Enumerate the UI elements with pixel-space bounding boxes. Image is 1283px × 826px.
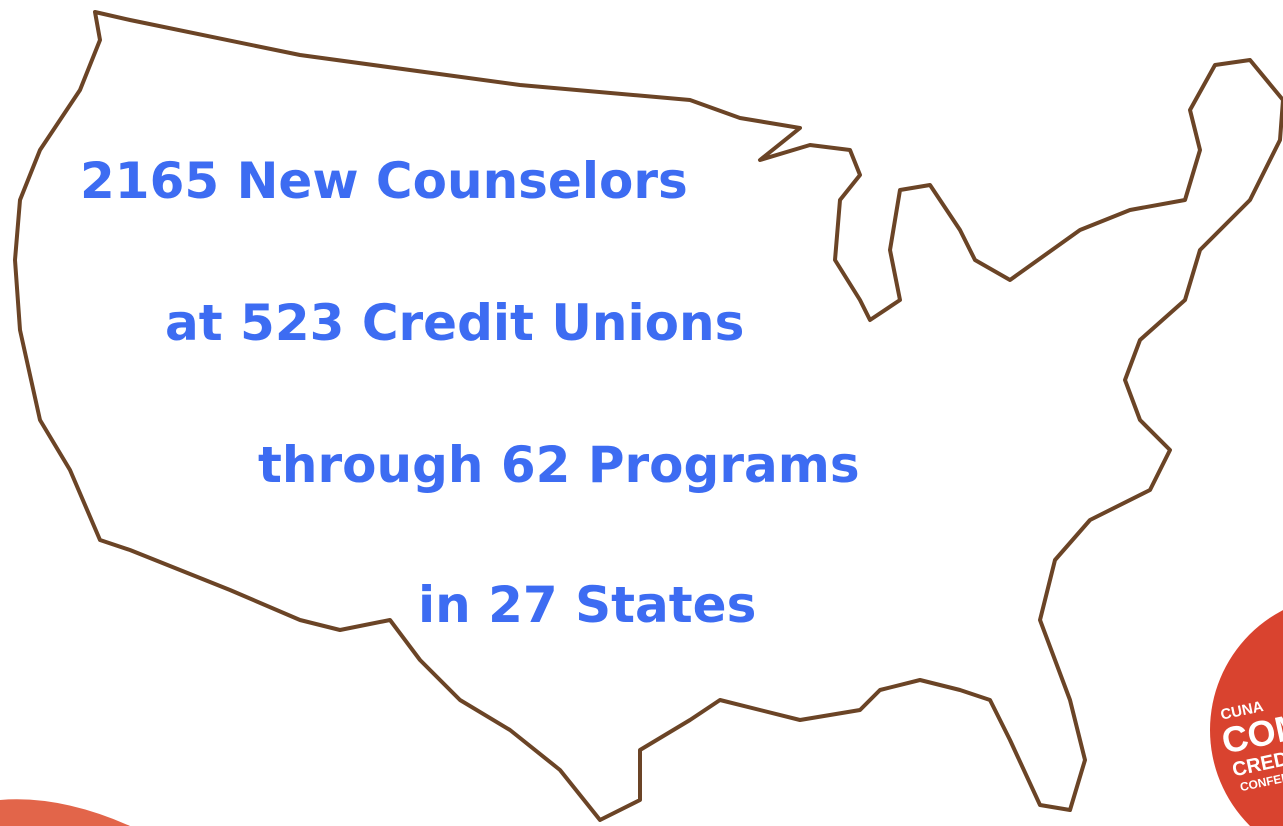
logo-circle (1210, 610, 1283, 826)
stat-line: 2165 New Counselors (80, 152, 688, 210)
stat-line: in 27 States (418, 576, 756, 634)
stat-line: at 523 Credit Unions (165, 294, 744, 352)
logo: CUNA COMM CREDIT U CONFER (1210, 610, 1283, 826)
stat-line: through 62 Programs (258, 436, 860, 494)
bottom-left-blob (0, 799, 130, 826)
us-map-outline (13, 10, 1283, 822)
